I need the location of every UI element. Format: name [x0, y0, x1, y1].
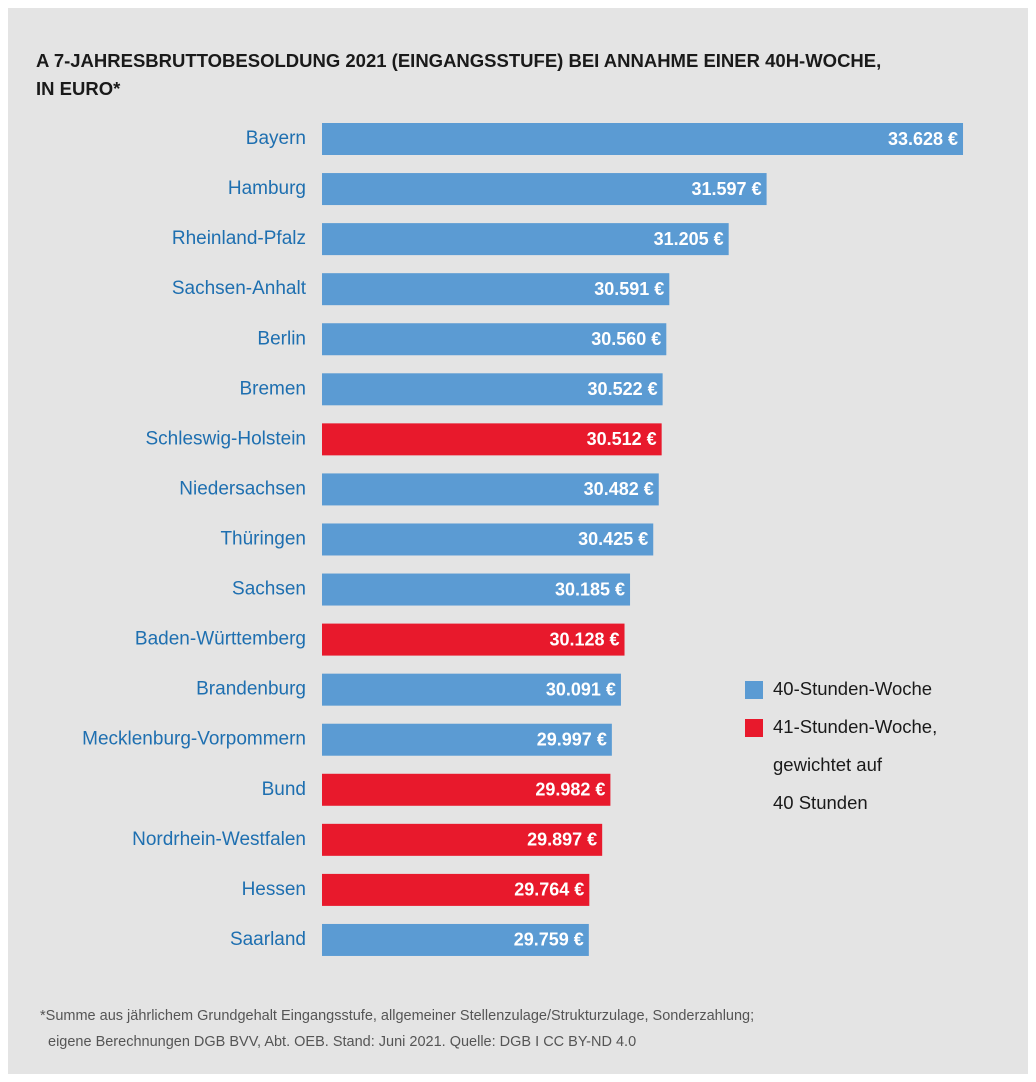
- value-label: 30.091 €: [546, 679, 616, 699]
- bar: [322, 173, 767, 206]
- bar: [322, 473, 659, 506]
- y-tick-label: Bremen: [239, 378, 306, 399]
- value-label: 31.205 €: [654, 229, 724, 249]
- legend-swatch: [745, 681, 763, 699]
- bar: [322, 123, 964, 155]
- y-tick-label: Sachsen-Anhalt: [172, 278, 307, 299]
- value-label: 31.597 €: [692, 179, 762, 199]
- bar: [322, 823, 603, 856]
- y-tick-label: Hessen: [242, 879, 306, 900]
- legend-label: 40 Stunden: [773, 792, 868, 813]
- bar: [322, 273, 670, 306]
- value-label: 29.897 €: [527, 830, 597, 850]
- chart-title: A 7-JAHRESBRUTTOBESOLDUNG 2021 (EINGANGS…: [36, 50, 881, 71]
- footnote: eigene Berechnungen DGB BVV, Abt. OEB. S…: [48, 1034, 636, 1050]
- value-label: 30.560 €: [591, 329, 661, 349]
- bar: [322, 923, 589, 956]
- value-label: 30.512 €: [587, 429, 657, 449]
- y-tick-label: Saarland: [230, 929, 306, 950]
- legend-label: 41-Stunden-Woche,: [773, 716, 937, 737]
- bar: [322, 323, 667, 356]
- y-tick-label: Niedersachsen: [179, 478, 306, 499]
- legend-swatch: [745, 719, 763, 737]
- y-tick-label: Baden-Württemberg: [135, 629, 306, 650]
- y-tick-label: Thüringen: [220, 528, 306, 549]
- value-label: 29.982 €: [535, 780, 605, 800]
- y-tick-label: Bayern: [246, 128, 306, 149]
- bar: [322, 873, 590, 906]
- value-label: 29.764 €: [514, 880, 584, 900]
- y-tick-label: Rheinland-Pfalz: [172, 228, 306, 249]
- chart-title: IN EURO*: [36, 78, 121, 99]
- value-label: 33.628 €: [888, 129, 958, 149]
- bar: [322, 573, 631, 606]
- bar: [322, 673, 621, 706]
- y-tick-label: Mecklenburg-Vorpommern: [82, 729, 306, 750]
- value-label: 29.997 €: [537, 729, 607, 749]
- value-label: 29.759 €: [514, 930, 584, 950]
- bar: [322, 223, 729, 256]
- bar: [322, 373, 663, 406]
- value-label: 30.425 €: [578, 529, 648, 549]
- legend-label: gewichtet auf: [773, 754, 883, 775]
- value-label: 30.185 €: [555, 579, 625, 599]
- value-label: 30.522 €: [588, 379, 658, 399]
- y-tick-label: Berlin: [257, 328, 306, 349]
- y-tick-label: Schleswig-Holstein: [145, 428, 306, 449]
- bar: [322, 723, 612, 756]
- y-tick-label: Hamburg: [228, 178, 306, 199]
- bar: [322, 773, 611, 806]
- bar: [322, 523, 654, 556]
- y-tick-label: Brandenburg: [196, 679, 306, 700]
- y-tick-label: Bund: [262, 779, 306, 800]
- y-tick-label: Nordrhein-Westfalen: [132, 829, 306, 850]
- y-tick-label: Sachsen: [232, 579, 306, 600]
- value-label: 30.482 €: [584, 479, 654, 499]
- value-label: 30.128 €: [549, 629, 619, 649]
- value-label: 30.591 €: [594, 279, 664, 299]
- bar: [322, 623, 625, 656]
- bar: [322, 423, 662, 456]
- footnote: *Summe aus jährlichem Grundgehalt Eingan…: [40, 1008, 754, 1024]
- legend-label: 40-Stunden-Woche: [773, 678, 932, 699]
